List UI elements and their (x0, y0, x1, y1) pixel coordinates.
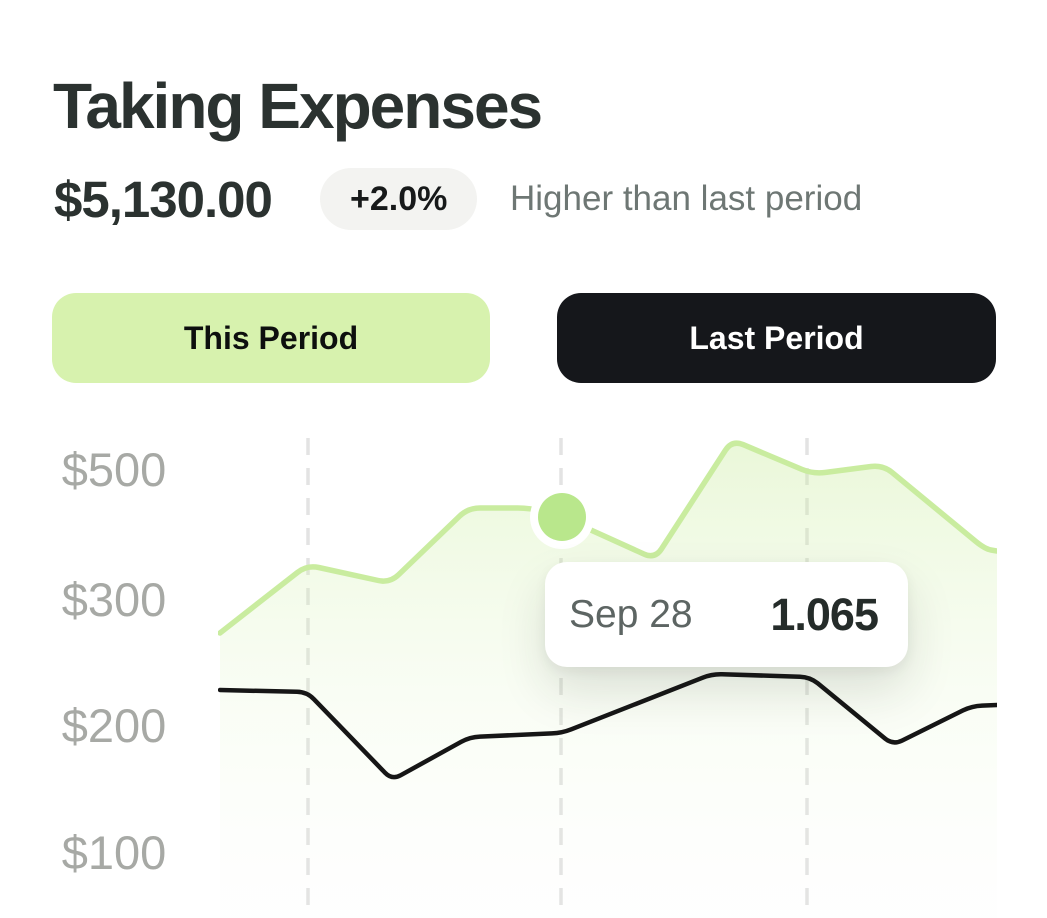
amount-value: $5,130.00 (54, 171, 273, 228)
change-badge: +2.0% (320, 168, 478, 230)
tooltip-value: 1.065 (770, 588, 879, 640)
chart-tooltip: Sep 28 1.065 (545, 562, 908, 667)
marker-dot[interactable] (538, 493, 586, 541)
y-axis-label-100: $100 (61, 826, 167, 879)
page-title: Taking Expenses (53, 70, 543, 142)
last-period-line (218, 672, 997, 780)
y-axis-label-300: $300 (61, 573, 167, 626)
y-axis-label-200: $200 (61, 699, 167, 752)
comparison-text: Higher than last period (510, 179, 863, 218)
last-period-button[interactable]: Last Period (557, 293, 996, 383)
y-axis-label-500: $500 (61, 443, 167, 496)
this-period-line (218, 440, 997, 636)
expenses-chart[interactable] (218, 430, 997, 918)
tooltip-date: Sep 28 (569, 592, 693, 636)
this-period-area (220, 443, 997, 918)
this-period-button[interactable]: This Period (52, 293, 490, 383)
